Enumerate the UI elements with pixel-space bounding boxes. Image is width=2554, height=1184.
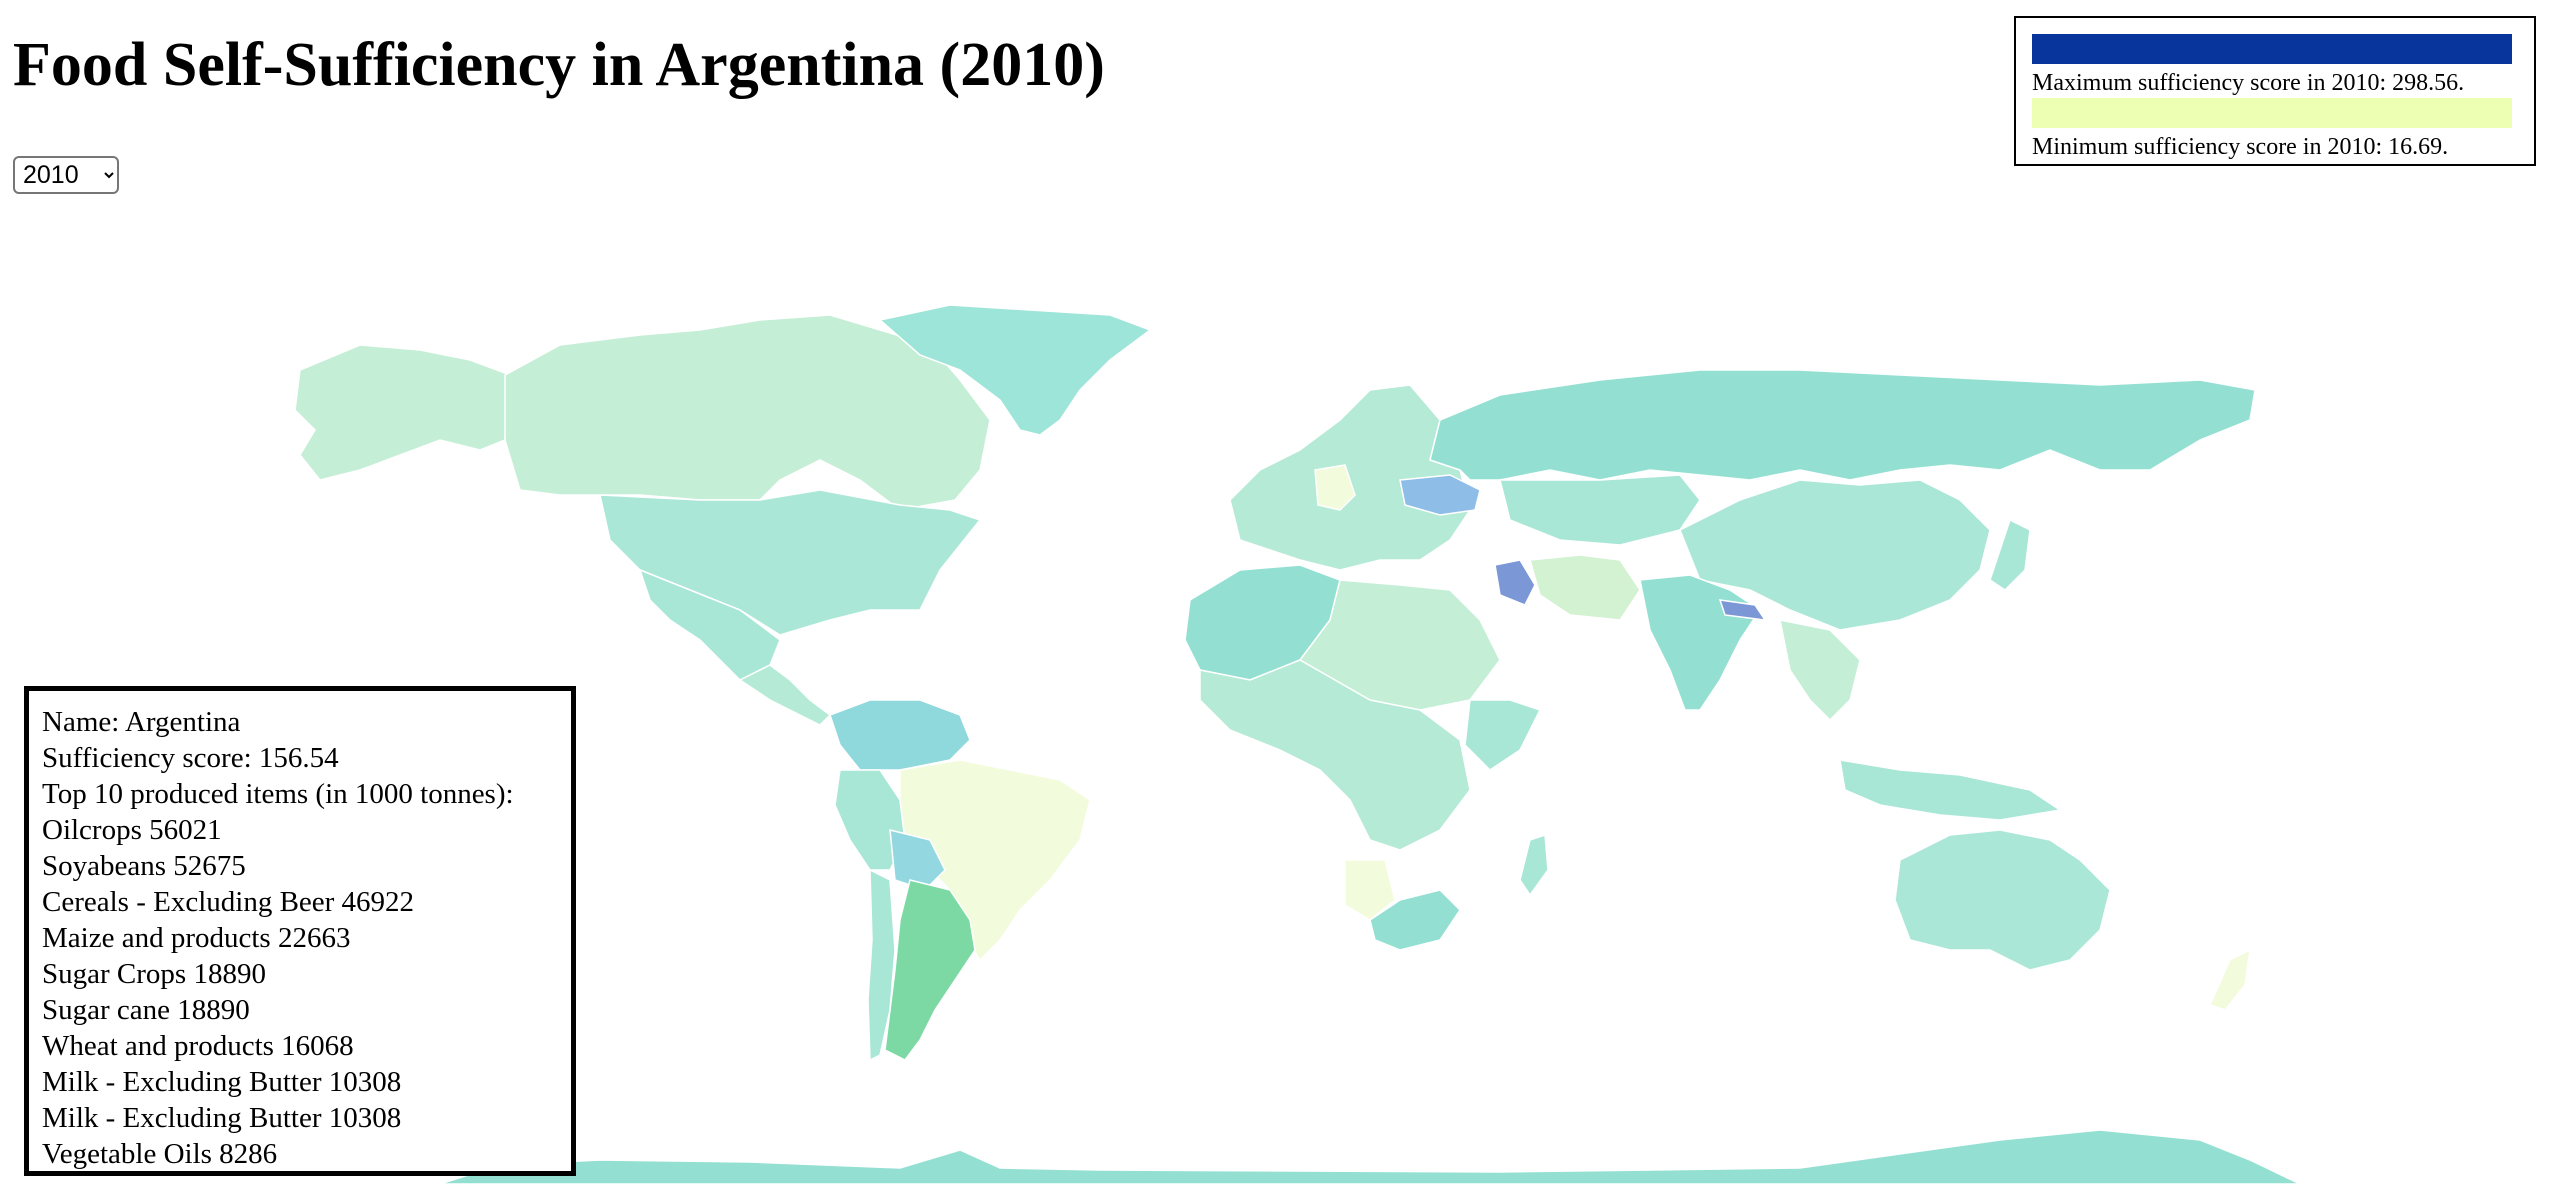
map-region-kazakhstan[interactable] xyxy=(1499,474,1701,546)
map-region-south-africa[interactable] xyxy=(1369,889,1461,951)
map-region-china[interactable] xyxy=(1679,479,1991,631)
legend-min-label: Minimum sufficiency score in 2010: 16.69… xyxy=(2032,134,2449,160)
map-region-madagascar[interactable] xyxy=(1519,833,1549,897)
map-region-bolivia[interactable] xyxy=(889,829,946,891)
map-region-russia[interactable] xyxy=(1429,369,2256,481)
legend-min-swatch xyxy=(2032,98,2512,128)
map-region-japan[interactable] xyxy=(1989,518,2031,591)
map-region-angola[interactable] xyxy=(1344,859,1396,921)
map-region-peru[interactable] xyxy=(834,769,906,871)
tooltip-item: Sugar Crops 18890 xyxy=(42,958,266,990)
map-region-ukraine[interactable] xyxy=(1399,474,1481,516)
legend-max-swatch xyxy=(2032,34,2512,64)
page-title: Food Self-Sufficiency in Argentina (2010… xyxy=(13,31,1105,99)
map-region-new-zealand[interactable] xyxy=(2208,948,2251,1011)
legend-max-label: Maximum sufficiency score in 2010: 298.5… xyxy=(2032,70,2465,96)
map-region-canada[interactable] xyxy=(504,314,991,511)
legend: Maximum sufficiency score in 2010: 298.5… xyxy=(2014,16,2536,166)
map-region-greenland[interactable] xyxy=(878,304,1152,436)
tooltip-item: Wheat and products 16068 xyxy=(42,1030,354,1062)
map-region-southeast-asia[interactable] xyxy=(1779,619,1861,722)
map-region-central-africa[interactable] xyxy=(1199,659,1471,851)
map-region-australia[interactable] xyxy=(1894,829,2111,971)
tooltip-top-items-header: Top 10 produced items (in 1000 tonnes): xyxy=(42,778,514,810)
tooltip-item: Oilcrops 56021 xyxy=(42,814,222,846)
map-region-iraq[interactable] xyxy=(1494,559,1536,606)
map-region-nepal[interactable] xyxy=(1718,599,1767,621)
tooltip-item: Milk - Excluding Butter 10308 xyxy=(42,1066,402,1098)
map-region-sahara[interactable] xyxy=(1299,579,1501,711)
map-region-colombia[interactable] xyxy=(829,699,971,771)
tooltip-item: Sugar cane 18890 xyxy=(42,994,250,1026)
map-region-germany[interactable] xyxy=(1314,464,1356,511)
map-region-indonesia[interactable] xyxy=(1839,759,2062,821)
map-region-united-states[interactable] xyxy=(599,489,982,636)
map-region-ethiopia[interactable] xyxy=(1464,699,1542,771)
tooltip-item: Maize and products 22663 xyxy=(42,922,351,954)
year-select[interactable]: 2010 xyxy=(13,156,119,194)
tooltip-name: Name: Argentina xyxy=(42,706,241,738)
map-region-iran[interactable] xyxy=(1529,554,1641,621)
map-region-alaska[interactable] xyxy=(294,344,511,481)
map-region-argentina[interactable] xyxy=(884,879,976,1061)
tooltip-score: Sufficiency score: 156.54 xyxy=(42,742,339,774)
map-region-central-america[interactable] xyxy=(738,664,832,726)
map-region-india[interactable] xyxy=(1639,574,1762,711)
tooltip-item: Vegetable Oils 8286 xyxy=(42,1138,278,1170)
tooltip-item: Cereals - Excluding Beer 46922 xyxy=(42,886,415,918)
tooltip-item: Milk - Excluding Butter 10308 xyxy=(42,1102,402,1134)
tooltip-item: Soyabeans 52675 xyxy=(42,850,246,882)
map-region-chile[interactable] xyxy=(867,868,896,1062)
map-region-antarctica[interactable] xyxy=(439,1129,2301,1184)
country-tooltip: Name: Argentina Sufficiency score: 156.5… xyxy=(24,686,576,1176)
